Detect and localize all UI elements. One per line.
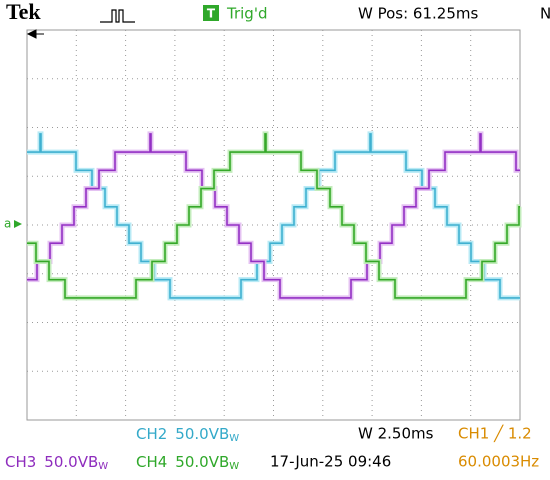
menu-cut: N [540,5,550,23]
ch4-waveform [27,133,520,299]
waveforms [27,131,522,301]
ch1-trigger: CH1 ╱ 1.2 [458,425,532,443]
trigger-status: Trig'd [226,5,267,23]
frequency: 60.0003Hz [458,453,539,471]
brand: Tek [6,0,41,24]
acquisition-icon [100,9,135,23]
ch2-label: CH2 50.0VBW [136,425,239,445]
graticule [26,29,521,421]
timebase: W 2.50ms [358,425,434,443]
trigger-icon-box [203,5,219,21]
date-time: 17-Jun-25 09:46 [270,453,391,471]
channel-marker: a [4,217,11,231]
status-bar: CH2 50.0VBW W 2.50ms CH1 ╱ 1.2 CH3 50.0VBW… [5,425,539,473]
horizontal-position: W Pos: 61.25ms [358,5,478,23]
ch4-label: CH4 50.0VBW [136,453,239,473]
trigger-icon: T [207,7,216,21]
ch3-label: CH3 50.0VBW [5,453,108,473]
ch3-waveform [27,133,520,299]
channel-marker-arrow [14,220,22,228]
trigger-position-marker [26,29,44,39]
ch2-waveform [27,133,520,299]
